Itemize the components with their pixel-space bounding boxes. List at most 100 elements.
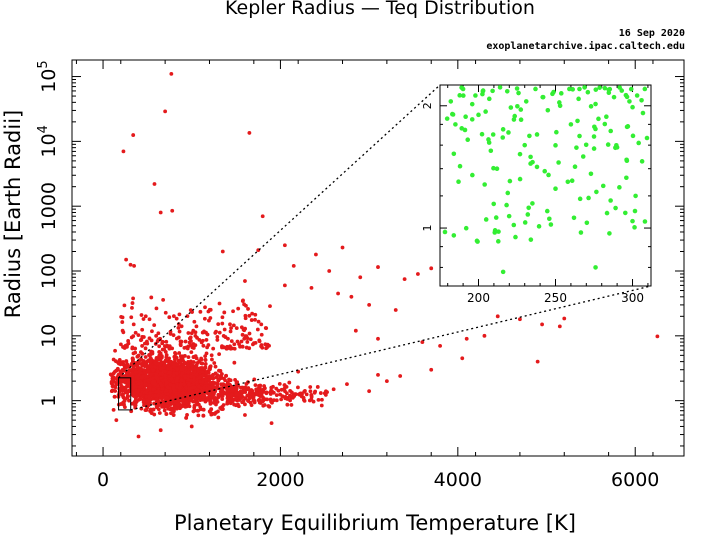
scatter-point bbox=[230, 388, 235, 393]
scatter-point bbox=[239, 339, 244, 344]
scatter-point bbox=[222, 327, 227, 332]
scatter-point bbox=[163, 344, 168, 349]
scatter-point bbox=[143, 355, 148, 359]
inset-scatter-point bbox=[469, 101, 475, 107]
scatter-point bbox=[124, 344, 128, 349]
inset-scatter-point bbox=[630, 104, 635, 110]
scatter-point bbox=[216, 415, 221, 420]
scatter-point bbox=[210, 357, 214, 362]
scatter-point bbox=[179, 378, 184, 383]
scatter-point bbox=[253, 383, 258, 388]
scatter-point bbox=[148, 390, 153, 395]
scatter-point bbox=[171, 314, 176, 319]
scatter-point bbox=[139, 337, 144, 342]
scatter-point bbox=[185, 413, 189, 417]
inset-scatter-point bbox=[500, 269, 506, 275]
scatter-point bbox=[162, 408, 167, 413]
scatter-point bbox=[134, 361, 139, 365]
scatter-point bbox=[131, 296, 136, 301]
inset-scatter-points bbox=[442, 85, 650, 275]
scatter-point bbox=[108, 372, 113, 377]
inset-scatter-point bbox=[597, 85, 602, 90]
scatter-point bbox=[147, 394, 152, 398]
scatter-point bbox=[358, 275, 363, 280]
scatter-point bbox=[349, 294, 354, 299]
scatter-point bbox=[152, 323, 157, 328]
inset-scatter-point bbox=[546, 172, 551, 178]
scatter-point bbox=[111, 407, 116, 412]
scatter-point bbox=[138, 350, 143, 355]
scatter-point bbox=[186, 377, 190, 382]
scatter-point bbox=[192, 403, 197, 408]
scatter-point bbox=[376, 336, 380, 341]
scatter-point bbox=[178, 339, 183, 344]
inset-scatter-point bbox=[490, 132, 496, 137]
scatter-point bbox=[189, 378, 193, 383]
scatter-point bbox=[243, 385, 248, 390]
scatter-point bbox=[189, 424, 194, 429]
scatter-point bbox=[131, 382, 136, 386]
scatter-point bbox=[224, 373, 228, 378]
scatter-point bbox=[130, 356, 135, 361]
scatter-point bbox=[141, 335, 146, 339]
scatter-point bbox=[228, 329, 233, 334]
scatter-point bbox=[151, 407, 156, 412]
inset-scatter-point bbox=[606, 87, 612, 92]
scatter-point bbox=[154, 372, 159, 377]
inset-scatter-point bbox=[572, 164, 578, 170]
scatter-point bbox=[169, 398, 174, 403]
scatter-point bbox=[260, 214, 265, 219]
scatter-point bbox=[244, 334, 249, 339]
scatter-point bbox=[193, 396, 198, 401]
scatter-point bbox=[243, 396, 248, 401]
scatter-point bbox=[307, 398, 312, 403]
scatter-point bbox=[168, 332, 173, 336]
inset-scatter-point bbox=[506, 130, 511, 135]
scatter-point bbox=[111, 376, 116, 381]
scatter-point bbox=[189, 339, 193, 343]
scatter-point bbox=[202, 316, 207, 321]
scatter-point bbox=[121, 392, 125, 397]
scatter-point bbox=[223, 378, 227, 383]
scatter-point bbox=[231, 323, 236, 328]
inset-scatter-point bbox=[624, 94, 630, 100]
inset-x-tick-label: 200 bbox=[467, 291, 490, 305]
scatter-point bbox=[192, 319, 197, 324]
inset-scatter-point bbox=[577, 133, 582, 139]
scatter-point bbox=[201, 407, 206, 412]
scatter-point bbox=[209, 407, 214, 412]
scatter-point bbox=[253, 317, 257, 322]
scatter-point bbox=[203, 358, 208, 362]
scatter-point bbox=[376, 372, 380, 377]
scatter-point bbox=[191, 355, 196, 359]
scatter-point bbox=[184, 345, 189, 350]
scatter-point bbox=[256, 398, 261, 403]
scatter-point bbox=[264, 346, 268, 351]
inset-scatter-point bbox=[470, 172, 475, 178]
scatter-point bbox=[206, 386, 211, 391]
scatter-point bbox=[118, 342, 123, 347]
scatter-point bbox=[228, 322, 232, 327]
scatter-point bbox=[191, 360, 196, 364]
inset-scatter-point bbox=[492, 230, 498, 235]
scatter-point bbox=[247, 313, 252, 318]
inset-scatter-point bbox=[511, 117, 517, 122]
y-tick-label: 1000 bbox=[38, 182, 60, 230]
inset-scatter-point bbox=[617, 185, 622, 190]
scatter-point bbox=[175, 367, 180, 372]
scatter-point bbox=[183, 339, 188, 344]
scatter-point bbox=[111, 357, 116, 362]
scatter-point bbox=[206, 374, 211, 379]
inset-scatter-point bbox=[588, 104, 594, 109]
inset-scatter-point bbox=[569, 178, 575, 184]
inset-scatter-point bbox=[586, 195, 591, 201]
inset-scatter-point bbox=[451, 233, 457, 238]
scatter-point bbox=[162, 394, 166, 399]
x-tick-label: 6000 bbox=[611, 469, 659, 491]
scatter-point bbox=[163, 369, 167, 374]
scatter-point bbox=[126, 380, 131, 384]
scatter-point bbox=[289, 390, 294, 395]
inset-scatter-point bbox=[585, 89, 591, 95]
scatter-point bbox=[177, 351, 182, 355]
scatter-point bbox=[156, 399, 160, 404]
